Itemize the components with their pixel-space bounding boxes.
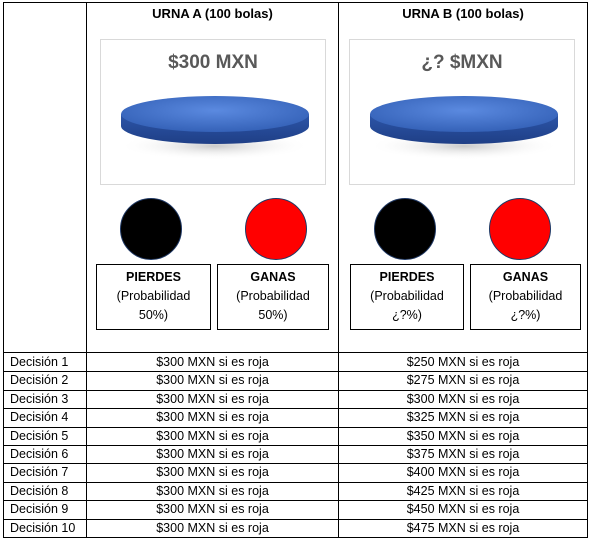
urn-b-lose-label: PIERDES [379, 270, 435, 284]
decision-label: Decisión 7 [10, 465, 69, 480]
urn-b-icon [368, 96, 560, 160]
decision-label: Decisión 5 [10, 428, 69, 443]
urn-a-icon [119, 96, 311, 160]
decision-urn-b-value: $250 MXN si es roja [406, 355, 520, 369]
urn-a-win-box: GANAS (Probabilidad 50%) [217, 264, 329, 330]
decision-label: Decisión 8 [10, 483, 69, 498]
decision-urn-b-value: $275 MXN si es roja [406, 373, 520, 388]
decision-label: Decisión 3 [10, 391, 69, 406]
urn-a-lose-prob-line1: (Probabilidad [116, 289, 191, 303]
decision-urn-b-value: $325 MXN si es roja [406, 410, 520, 425]
row-divider [3, 482, 587, 483]
urn-b-lose-prob-line1: (Probabilidad [370, 289, 444, 303]
decision-urn-a-value: $300 MXN si es roja [156, 520, 269, 535]
row-divider [3, 408, 587, 409]
urn-a-lose-box: PIERDES (Probabilidad 50%) [96, 264, 211, 330]
row-divider [3, 390, 587, 391]
decision-label: Decisión 2 [10, 373, 69, 388]
decision-urn-a-value: $300 MXN si es roja [156, 502, 269, 517]
decision-urn-a-value: $300 MXN si es roja [156, 373, 269, 388]
decision-urn-b-value: $350 MXN si es roja [406, 428, 520, 443]
row-divider [3, 519, 587, 520]
urn-a-amount: $300 MXN [168, 52, 258, 73]
row-divider [3, 371, 587, 372]
urn-a-red-ball-icon [245, 198, 307, 260]
urn-a-win-prob-line2: 50%) [258, 308, 288, 322]
decision-urn-a-value: $300 MXN si es roja [156, 465, 269, 480]
urn-b-panel: ¿? $MXN [349, 39, 575, 185]
urn-b-black-ball-icon [374, 198, 436, 260]
urn-b-lose-prob-line2: ¿?%) [392, 308, 422, 322]
decision-label: Decisión 4 [10, 410, 69, 425]
decision-label: Decisión 10 [10, 520, 76, 535]
urn-a-win-prob-line1: (Probabilidad [236, 289, 310, 303]
decision-urn-a-value: $300 MXN si es roja [156, 410, 269, 425]
urn-a-title: URNA A (100 bolas) [152, 6, 273, 21]
decision-urn-a-value: $300 MXN si es roja [156, 428, 269, 443]
urn-b-red-ball-icon [489, 198, 551, 260]
decision-label: Decisión 9 [10, 502, 69, 517]
decision-urn-a-value: $300 MXN si es roja [156, 355, 269, 369]
urn-a-win-label: GANAS [250, 270, 296, 284]
decision-urn-a-value: $300 MXN si es roja [156, 391, 269, 406]
urn-b-win-box: GANAS (Probabilidad ¿?%) [470, 264, 581, 330]
urn-b-amount: ¿? $MXN [421, 52, 503, 73]
row-divider [3, 445, 587, 446]
urn-a-lose-label: PIERDES [126, 270, 181, 284]
decision-urn-b-value: $475 MXN si es roja [406, 520, 520, 535]
decision-label: Decisión 6 [10, 447, 69, 461]
decision-urn-b-value: $375 MXN si es roja [406, 447, 520, 461]
decision-urn-b-value: $450 MXN si es roja [406, 502, 520, 517]
decision-urn-a-value: $300 MXN si es roja [156, 483, 269, 498]
decision-urn-b-value: $400 MXN si es roja [406, 465, 520, 480]
decision-urn-b-value: $425 MXN si es roja [406, 483, 520, 498]
urn-a-lose-prob-line2: 50%) [138, 308, 169, 322]
row-divider [3, 500, 587, 501]
urn-b-win-prob-line1: (Probabilidad [488, 289, 563, 303]
urn-b-win-prob-line2: ¿?%) [510, 308, 541, 322]
row-divider [3, 427, 587, 428]
decision-urn-a-value: $300 MXN si es roja [156, 447, 269, 461]
urn-b-title: URNA B (100 bolas) [402, 6, 524, 21]
urn-a-black-ball-icon [120, 198, 182, 260]
urn-b-lose-box: PIERDES (Probabilidad ¿?%) [350, 264, 464, 330]
urn-a-panel: $300 MXN [100, 39, 326, 185]
decision-label: Decisión 1 [10, 355, 69, 369]
decision-urn-b-value: $300 MXN si es roja [406, 391, 520, 406]
urn-b-win-label: GANAS [502, 270, 549, 284]
row-divider [3, 463, 587, 464]
